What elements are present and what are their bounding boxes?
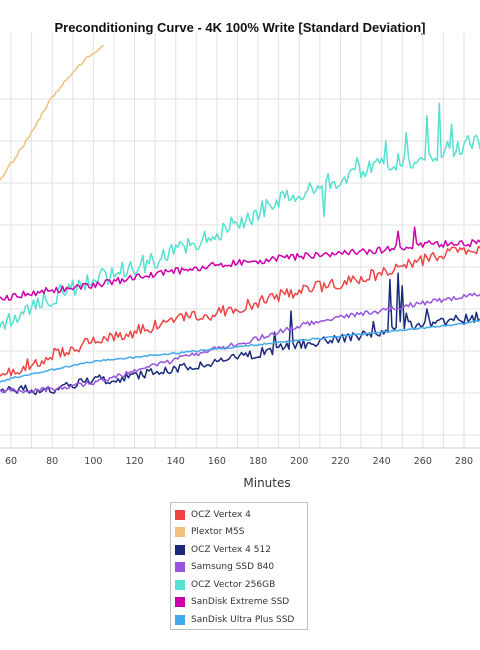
legend: OCZ Vertex 4 Plextor M5S OCZ Vertex 4 512 S…: [170, 502, 308, 630]
x-tick-labels: 60 80 100 120 140 160 180 200 220 240 260 280: [5, 456, 473, 467]
legend-item: Samsung SSD 840: [175, 559, 307, 577]
series-line-ocz-vertex-4-256gb: [0, 102, 480, 330]
legend-label: SanDisk Extreme SSD: [191, 597, 290, 608]
x-tick-label: 280: [455, 456, 473, 467]
legend-swatch: [175, 527, 185, 538]
x-tick-label: 220: [331, 456, 349, 467]
legend-item: SanDisk Extreme SSD: [175, 594, 307, 612]
x-tick-label: 60: [5, 456, 17, 467]
legend-swatch: [175, 597, 185, 608]
legend-label: OCZ Vector 256GB: [191, 579, 276, 590]
legend-swatch: [175, 509, 185, 520]
x-tick-label: 140: [167, 456, 185, 467]
x-tick-label: 180: [249, 456, 267, 467]
legend-item: OCZ Vector 256GB: [175, 576, 307, 594]
legend-item: OCZ Vertex 4 512: [175, 541, 307, 559]
series-line-ocz-vertex-4-512: [0, 272, 480, 396]
legend-label: Plextor M5S: [191, 527, 245, 538]
legend-swatch: [175, 614, 185, 625]
legend-item: OCZ Vertex 4: [175, 506, 307, 524]
legend-label: Samsung SSD 840: [191, 562, 275, 573]
legend-swatch: [175, 544, 185, 555]
x-tick-label: 240: [373, 456, 391, 467]
legend-swatch: [175, 579, 185, 590]
x-tick-label: 200: [290, 456, 308, 467]
series-line-ocz-vertex-4: [0, 245, 480, 377]
grid-layer: [0, 33, 480, 449]
x-axis-label: Minutes: [243, 476, 290, 490]
x-tick-label: 120: [125, 456, 143, 467]
legend-label: SanDisk Ultra Plus SSD: [191, 614, 295, 625]
series-line-sandisk-ultra-plus-ssd: [0, 319, 480, 384]
series-line-sandisk-extreme-ssd: [0, 226, 480, 301]
series-line-plextor-m5s: [0, 44, 105, 182]
x-tick-label: 160: [208, 456, 226, 467]
legend-label: OCZ Vertex 4: [191, 509, 251, 520]
legend-item: Plextor M5S: [175, 524, 307, 542]
legend-swatch: [175, 562, 185, 573]
legend-item: SanDisk Ultra Plus SSD: [175, 611, 307, 629]
x-tick-label: 260: [414, 456, 432, 467]
x-tick-label: 80: [46, 456, 58, 467]
legend-label: OCZ Vertex 4 512: [191, 544, 271, 555]
series-layer: [0, 44, 480, 396]
series-line-samsung-ssd-840: [0, 292, 480, 394]
x-tick-label: 100: [84, 456, 102, 467]
chart-title: Preconditioning Curve - 4K 100% Write [S…: [54, 20, 426, 35]
